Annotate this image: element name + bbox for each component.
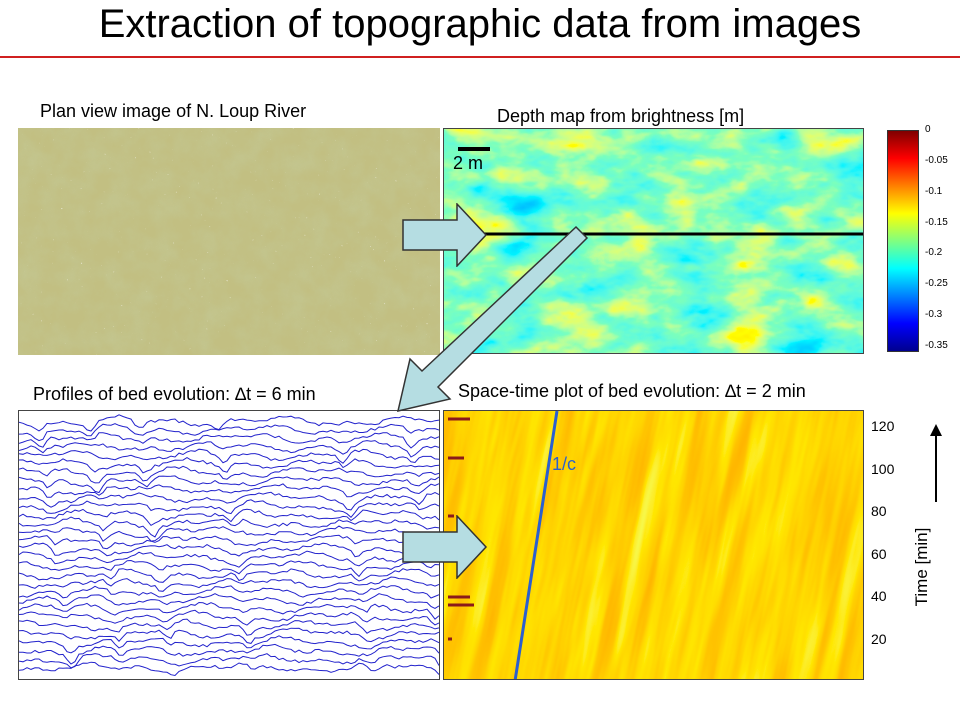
- profile-line: [19, 508, 439, 527]
- profile-line: [19, 585, 439, 599]
- profile-line: [19, 440, 439, 458]
- celerity-line: [513, 411, 559, 679]
- time-tick-label: 80: [871, 503, 887, 519]
- time-tick-label: 20: [871, 630, 887, 647]
- profile-line: [19, 414, 439, 432]
- profile-line: [19, 542, 439, 559]
- profile-line: [19, 457, 439, 474]
- arrow-to-profiles: [396, 225, 589, 413]
- page-title: Extraction of topographic data from imag…: [98, 2, 862, 46]
- space-time-caption: Space-time plot of bed evolution: ∆t = 2…: [458, 381, 806, 401]
- colorbar-tick-label: -0.15: [925, 216, 948, 228]
- profiles-caption: Profiles of bed evolution: ∆t = 6 min: [33, 384, 316, 404]
- profile-line: [19, 627, 439, 644]
- plan-view-caption: Plan view image of N. Loup River: [40, 101, 307, 121]
- profile-line: [19, 568, 439, 583]
- profile-line: [19, 423, 439, 442]
- profile-line: [19, 643, 439, 665]
- time-tick-label: 100: [871, 460, 895, 477]
- profile-line: [19, 609, 439, 626]
- profile-line: [19, 618, 439, 636]
- colorbar: [887, 130, 919, 352]
- profile-line: [19, 534, 439, 551]
- profile-line: [19, 559, 439, 578]
- profile-line: [19, 550, 439, 568]
- profile-line: [19, 635, 439, 654]
- profile-line: [19, 601, 439, 620]
- profile-line: [19, 593, 439, 609]
- depth-map-image: [443, 128, 864, 354]
- celerity-label: 1/c: [552, 454, 577, 474]
- profile-line: [19, 491, 439, 511]
- depth-map-caption: Depth map from brightness [m]: [497, 106, 745, 126]
- profile-line: [19, 483, 439, 498]
- profile-line: [19, 661, 439, 677]
- arrow-to-space-time: [402, 515, 488, 579]
- time-axis-ticks: 120 100 80 60 40 20: [869, 412, 909, 672]
- profile-line: [19, 475, 439, 494]
- time-axis-label: Time [min]: [912, 527, 931, 607]
- profile-line: [19, 576, 439, 592]
- colorbar-tick-label: -0.3: [925, 309, 943, 321]
- profile-line: [19, 465, 439, 484]
- profile-line: [19, 448, 439, 464]
- time-tick-label: 60: [871, 545, 887, 562]
- time-tick-label: 40: [871, 588, 887, 604]
- profiles-plot: [18, 410, 440, 680]
- profile-line: [19, 432, 439, 449]
- colorbar-tick-label: 0: [925, 124, 931, 135]
- colorbar-ticks: 0 -0.05 -0.1 -0.15 -0.2 -0.25 -0.3 -0.35: [923, 124, 959, 352]
- colorbar-tick-label: -0.2: [925, 247, 943, 259]
- profile-line: [19, 653, 439, 669]
- title-divider: [0, 56, 960, 58]
- plan-view-image: [18, 128, 440, 355]
- profile-line: [19, 516, 439, 538]
- time-markers: [448, 417, 474, 641]
- colorbar-tick-label: -0.25: [925, 278, 948, 290]
- time-tick-label: 120: [871, 418, 895, 434]
- colorbar-tick-label: -0.1: [925, 185, 943, 197]
- profile-line: [19, 499, 439, 519]
- colorbar-tick-label: -0.05: [925, 154, 948, 166]
- profile-line: [19, 525, 439, 542]
- colorbar-tick-label: -0.35: [925, 340, 948, 351]
- arrow-to-depth-map: [402, 203, 488, 267]
- scale-bar-label: 2 m: [453, 153, 484, 173]
- time-arrow: [930, 424, 942, 502]
- space-time-plot: [443, 410, 864, 680]
